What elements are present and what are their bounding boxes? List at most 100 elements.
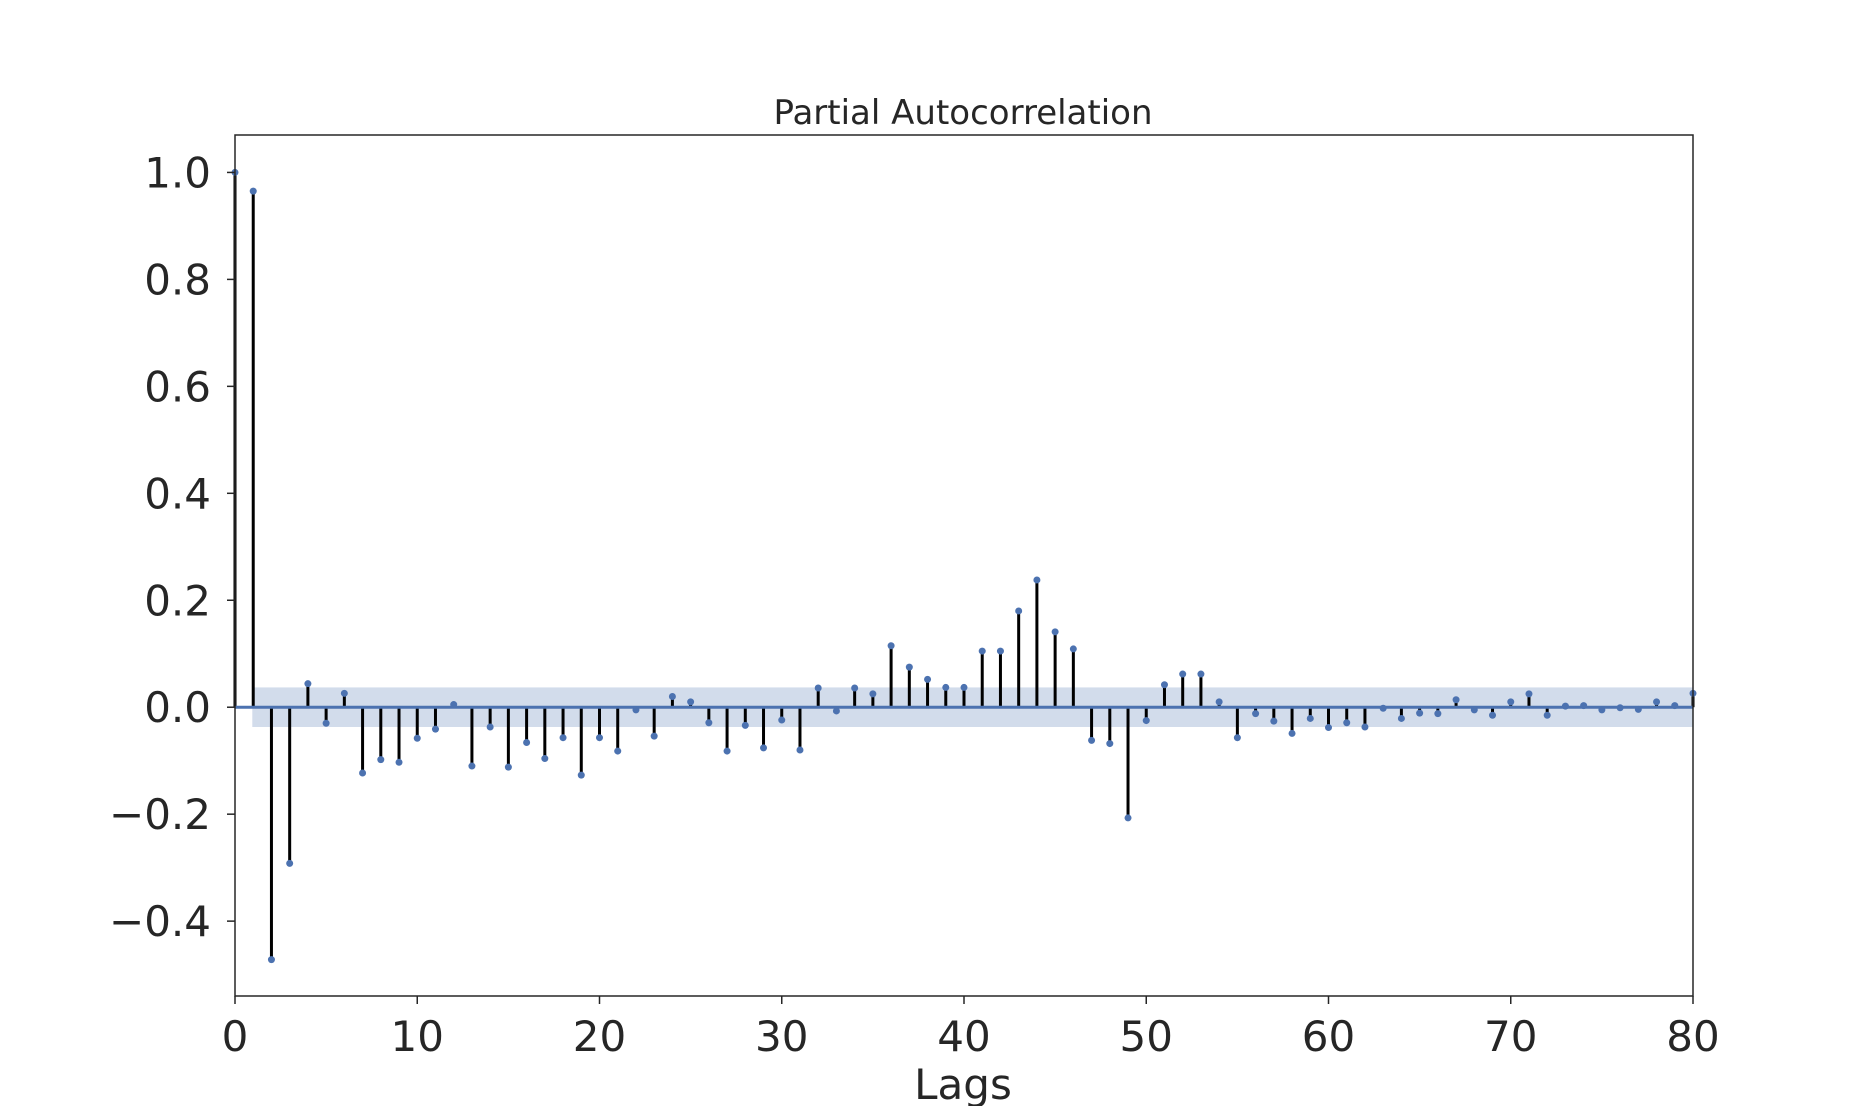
marker-lag-50: [1142, 717, 1150, 725]
marker-lag-20: [596, 734, 603, 742]
marker-lag-15: [504, 763, 512, 771]
marker-lag-77: [1634, 705, 1642, 713]
marker-lag-22: [632, 706, 640, 714]
marker-lag-60: [1325, 724, 1332, 732]
x-tick-label: 50: [1120, 1012, 1173, 1061]
marker-lag-30: [778, 716, 786, 724]
marker-lag-75: [1598, 706, 1606, 714]
marker-lag-52: [1179, 670, 1187, 678]
marker-lag-23: [650, 732, 658, 740]
marker-lag-1: [249, 187, 257, 195]
marker-lag-73: [1561, 702, 1569, 710]
marker-lag-78: [1653, 698, 1661, 706]
marker-lag-51: [1160, 681, 1168, 689]
y-tick-label: −0.4: [109, 897, 211, 946]
marker-lag-59: [1306, 714, 1314, 722]
marker-lag-37: [905, 663, 913, 671]
y-tick-label: −0.2: [109, 790, 211, 839]
marker-lag-76: [1616, 704, 1624, 712]
marker-lag-74: [1580, 702, 1588, 710]
stems: [233, 172, 1695, 960]
y-tick-label: 0.2: [144, 576, 211, 625]
marker-lag-43: [1015, 607, 1023, 615]
marker-lag-25: [687, 698, 695, 706]
marker-lag-64: [1397, 714, 1405, 722]
marker-lag-46: [1069, 645, 1077, 653]
marker-lag-10: [413, 734, 421, 742]
marker-lag-53: [1197, 670, 1205, 678]
marker-lag-4: [304, 680, 312, 688]
plot-frame: [234, 134, 1694, 997]
marker-lag-41: [978, 647, 986, 655]
marker-lag-39: [942, 683, 950, 691]
marker-lag-45: [1051, 628, 1059, 636]
y-tick-label: 0.4: [144, 469, 211, 518]
marker-lag-47: [1088, 736, 1096, 744]
marker-lag-5: [322, 719, 330, 727]
marker-lag-56: [1252, 710, 1260, 718]
marker-lag-28: [741, 721, 749, 729]
marker-lag-27: [723, 747, 731, 755]
marker-lag-67: [1452, 696, 1460, 704]
x-tick-label: 60: [1302, 1012, 1355, 1061]
y-tick-label: 0.8: [144, 255, 211, 304]
x-tick-label: 80: [1666, 1012, 1719, 1061]
marker-lag-13: [468, 762, 476, 770]
x-axis-label: Lags: [914, 1060, 1012, 1106]
marker-lag-14: [486, 723, 494, 731]
marker-lag-70: [1507, 698, 1515, 706]
marker-lag-62: [1361, 723, 1369, 731]
marker-lag-61: [1343, 719, 1351, 727]
x-tick-label: 20: [573, 1012, 626, 1061]
markers: [231, 168, 1697, 964]
chart-title: Partial Autocorrelation: [773, 93, 1152, 133]
marker-lag-48: [1106, 740, 1114, 748]
marker-lag-58: [1288, 729, 1296, 737]
marker-lag-7: [359, 769, 367, 777]
marker-lag-42: [996, 647, 1004, 655]
marker-lag-79: [1671, 702, 1679, 710]
marker-lag-21: [614, 747, 622, 755]
marker-lag-6: [340, 689, 348, 697]
marker-lag-24: [668, 693, 676, 701]
marker-lag-17: [541, 755, 549, 763]
marker-lag-31: [796, 746, 804, 754]
marker-lag-72: [1543, 711, 1551, 719]
marker-lag-11: [431, 725, 439, 733]
marker-lag-33: [832, 707, 840, 715]
marker-lag-18: [559, 734, 567, 742]
marker-lag-40: [960, 683, 968, 691]
x-tick-label: 0: [222, 1012, 249, 1061]
marker-lag-19: [577, 771, 585, 779]
marker-lag-36: [887, 642, 895, 650]
marker-lag-38: [924, 675, 932, 683]
marker-lag-2: [267, 956, 275, 964]
marker-lag-35: [869, 690, 877, 698]
x-axis-ticks: 0 10 20 30 40 50 60 70 80: [222, 996, 1720, 1061]
y-tick-label: 0.6: [144, 362, 211, 411]
x-tick-label: 10: [391, 1012, 444, 1061]
marker-lag-32: [814, 684, 822, 692]
marker-lag-55: [1233, 734, 1241, 742]
marker-lag-68: [1470, 706, 1478, 714]
x-tick-label: 40: [937, 1012, 990, 1061]
marker-lag-66: [1434, 710, 1442, 718]
y-tick-label: 1.0: [144, 148, 211, 197]
marker-lag-57: [1270, 717, 1278, 725]
marker-lag-9: [395, 758, 403, 766]
marker-lag-29: [760, 744, 768, 752]
marker-lag-65: [1416, 709, 1424, 717]
marker-lag-69: [1489, 711, 1497, 719]
marker-lag-44: [1033, 576, 1041, 584]
marker-lag-54: [1215, 698, 1223, 706]
marker-lag-3: [286, 859, 294, 867]
marker-lag-8: [377, 756, 385, 764]
marker-lag-16: [523, 739, 531, 747]
x-tick-label: 30: [755, 1012, 808, 1061]
y-tick-label: 0.0: [144, 683, 211, 732]
marker-lag-71: [1525, 690, 1533, 698]
marker-lag-63: [1379, 704, 1387, 712]
marker-lag-26: [705, 719, 713, 727]
y-axis-ticks: −0.4 −0.2 0.0 0.2 0.4 0.6 0.8 1.0: [109, 148, 235, 946]
